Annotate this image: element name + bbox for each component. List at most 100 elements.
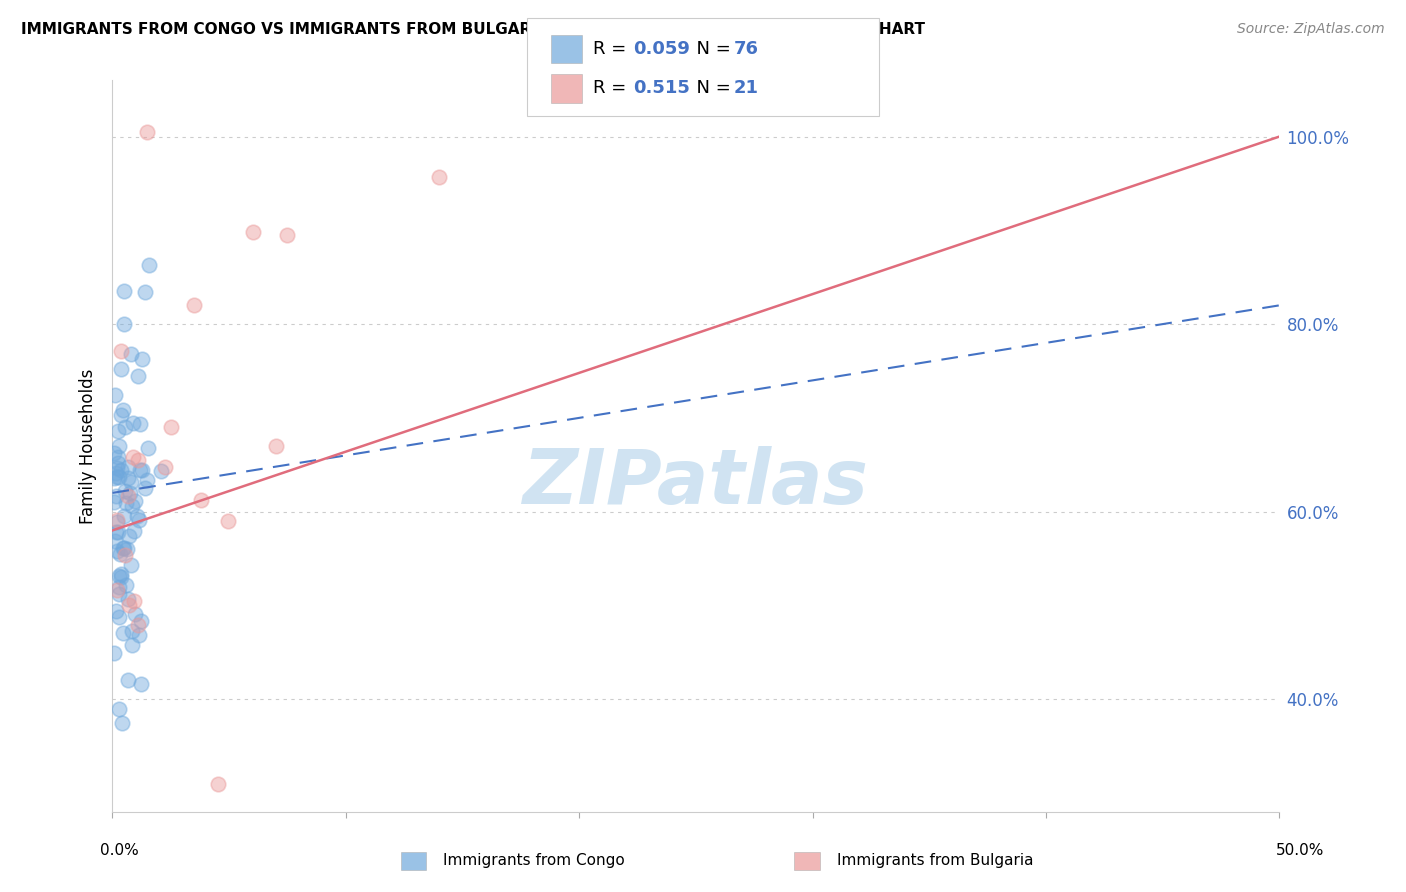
Point: [115, 578, 138, 592]
Point: [121, 450, 143, 464]
Point: [122, 524, 145, 538]
Point: [117, 489, 139, 503]
Text: 0.059: 0.059: [633, 40, 689, 58]
Text: 21: 21: [734, 79, 759, 97]
Point: [103, 471, 125, 485]
Point: [111, 541, 134, 555]
Point: [112, 508, 135, 523]
Point: [128, 463, 150, 477]
Point: [117, 471, 139, 485]
Y-axis label: Family Households: Family Households: [79, 368, 97, 524]
Point: [264, 439, 287, 453]
Text: R =: R =: [593, 40, 633, 58]
Point: [118, 529, 141, 543]
Point: [136, 442, 159, 456]
Point: [110, 567, 132, 582]
Point: [117, 673, 139, 687]
Point: [114, 483, 136, 498]
Point: [108, 547, 131, 561]
Point: [118, 598, 141, 612]
Point: [107, 424, 129, 438]
Text: ZIPatlas: ZIPatlas: [523, 446, 869, 519]
Point: [129, 615, 152, 629]
Point: [242, 225, 264, 239]
Point: [103, 446, 125, 460]
Point: [127, 509, 149, 524]
Point: [103, 534, 125, 549]
Text: N =: N =: [685, 40, 737, 58]
Point: [114, 549, 136, 563]
Point: [111, 715, 134, 730]
Point: [107, 524, 129, 539]
Point: [105, 544, 128, 558]
Point: [105, 461, 128, 475]
Point: [136, 125, 159, 139]
Point: [110, 569, 132, 583]
Point: [160, 420, 183, 434]
Text: 0.0%: 0.0%: [100, 843, 139, 857]
Text: R =: R =: [593, 79, 633, 97]
Text: 76: 76: [734, 40, 759, 58]
Text: N =: N =: [685, 79, 737, 97]
Point: [112, 317, 135, 331]
Point: [112, 285, 135, 299]
Point: [107, 457, 129, 471]
Point: [131, 463, 153, 477]
Point: [105, 512, 128, 526]
Point: [129, 677, 152, 691]
Point: [207, 776, 229, 790]
Point: [128, 628, 150, 642]
Point: [108, 610, 131, 624]
Point: [190, 493, 212, 508]
Point: [155, 459, 177, 474]
Point: [103, 494, 125, 508]
Point: [114, 420, 136, 434]
Point: [121, 499, 143, 513]
Point: [115, 496, 138, 510]
Point: [108, 439, 131, 453]
Point: [110, 344, 132, 359]
Point: [127, 368, 149, 383]
Point: [117, 592, 139, 607]
Point: [124, 494, 146, 508]
Point: [108, 470, 131, 484]
Point: [134, 285, 156, 299]
Point: [217, 514, 239, 528]
Text: 0.515: 0.515: [633, 79, 689, 97]
Point: [121, 624, 143, 638]
Point: [104, 524, 127, 539]
Point: [134, 481, 156, 495]
Point: [111, 402, 134, 417]
Point: [105, 467, 128, 481]
Point: [276, 228, 298, 243]
Point: [121, 638, 143, 652]
Point: [112, 541, 135, 555]
Point: [131, 351, 153, 366]
Text: Immigrants from Congo: Immigrants from Congo: [443, 854, 624, 868]
Text: Source: ZipAtlas.com: Source: ZipAtlas.com: [1237, 22, 1385, 37]
Point: [107, 587, 129, 601]
Point: [120, 347, 142, 361]
Point: [103, 646, 125, 660]
Point: [127, 618, 149, 632]
Point: [110, 362, 132, 376]
Point: [110, 463, 132, 477]
Point: [104, 388, 127, 402]
Point: [108, 569, 131, 583]
Point: [118, 486, 141, 500]
Point: [107, 581, 129, 595]
Point: [107, 450, 129, 464]
Point: [124, 607, 146, 621]
Point: [104, 604, 127, 618]
Point: [111, 626, 134, 640]
Point: [105, 583, 128, 598]
Point: [427, 170, 450, 185]
Point: [120, 558, 142, 572]
Point: [138, 259, 160, 273]
Point: [115, 541, 138, 556]
Point: [122, 416, 145, 430]
Point: [105, 470, 128, 484]
Point: [128, 513, 150, 527]
Text: 50.0%: 50.0%: [1277, 843, 1324, 857]
Point: [110, 408, 132, 422]
